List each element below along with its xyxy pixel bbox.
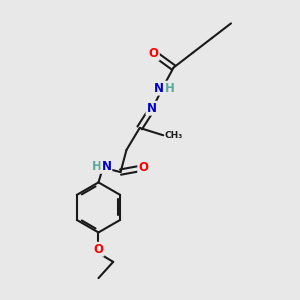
- Text: O: O: [138, 160, 148, 174]
- Text: N: N: [101, 160, 111, 173]
- Text: N: N: [146, 102, 157, 115]
- Text: H: H: [165, 82, 175, 95]
- Text: CH₃: CH₃: [165, 131, 183, 140]
- Text: N: N: [154, 82, 164, 95]
- Text: O: O: [149, 47, 159, 60]
- Text: H: H: [92, 160, 101, 173]
- Text: O: O: [94, 243, 103, 256]
